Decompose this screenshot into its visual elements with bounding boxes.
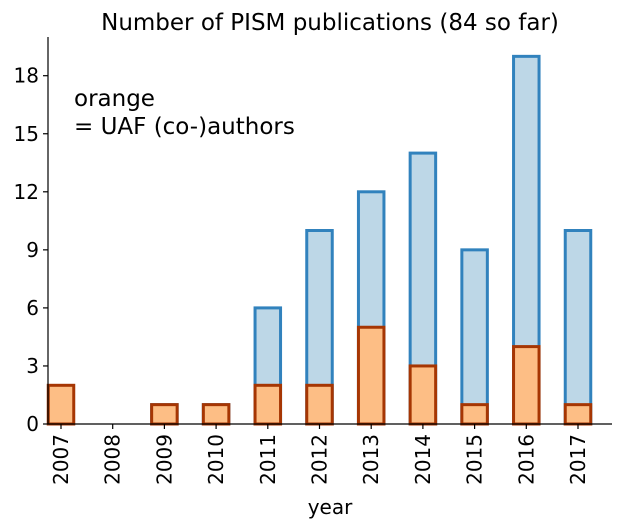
x-tick-label: 2015	[463, 434, 487, 485]
x-tick-label: 2007	[49, 434, 73, 485]
bar-uaf-2014	[408, 364, 438, 426]
x-tick-label: 2010	[204, 434, 228, 485]
bar-uaf-2015	[460, 403, 489, 426]
y-tick-label: 12	[14, 180, 39, 204]
chart-title: Number of PISM publications (84 so far)	[101, 10, 559, 36]
bar-all-2015	[460, 248, 489, 426]
x-tick-label: 2016	[514, 434, 538, 485]
bar-uaf-2012	[305, 383, 334, 426]
x-tick-label: 2009	[152, 434, 176, 485]
bar-uaf-2017	[563, 403, 593, 426]
bar-uaf-2016	[512, 345, 541, 426]
x-tick-label: 2011	[256, 434, 280, 485]
x-tick-label: 2014	[411, 434, 435, 485]
y-axis-ticks: 0 3 6 9 12 15 18	[14, 64, 48, 436]
x-tick-label: 2008	[101, 434, 125, 485]
uaf-publications-bars	[46, 325, 593, 426]
bar-uaf-2009	[150, 403, 179, 426]
x-axis-label: year	[308, 495, 353, 519]
annotation-line-1: orange	[74, 86, 155, 112]
y-tick-label: 18	[14, 64, 39, 88]
y-tick-label: 0	[26, 412, 39, 436]
x-tick-label: 2013	[359, 434, 383, 485]
bar-uaf-2007	[46, 383, 76, 426]
y-tick-label: 9	[26, 238, 39, 262]
x-tick-label: 2017	[566, 434, 590, 485]
x-tick-label: 2012	[308, 434, 332, 485]
x-axis-ticks: 2007 2008 2009 2010 2011 2012 2013 2014 2015 2016…	[49, 424, 590, 485]
bar-uaf-2010	[201, 403, 231, 426]
y-tick-label: 15	[14, 122, 39, 146]
bar-uaf-2011	[253, 383, 283, 426]
bar-all-2017	[563, 229, 593, 426]
y-tick-label: 6	[26, 296, 39, 320]
bar-uaf-2013	[356, 325, 386, 426]
annotation-line-2: = UAF (co-)authors	[74, 114, 295, 140]
y-tick-label: 3	[26, 354, 39, 378]
